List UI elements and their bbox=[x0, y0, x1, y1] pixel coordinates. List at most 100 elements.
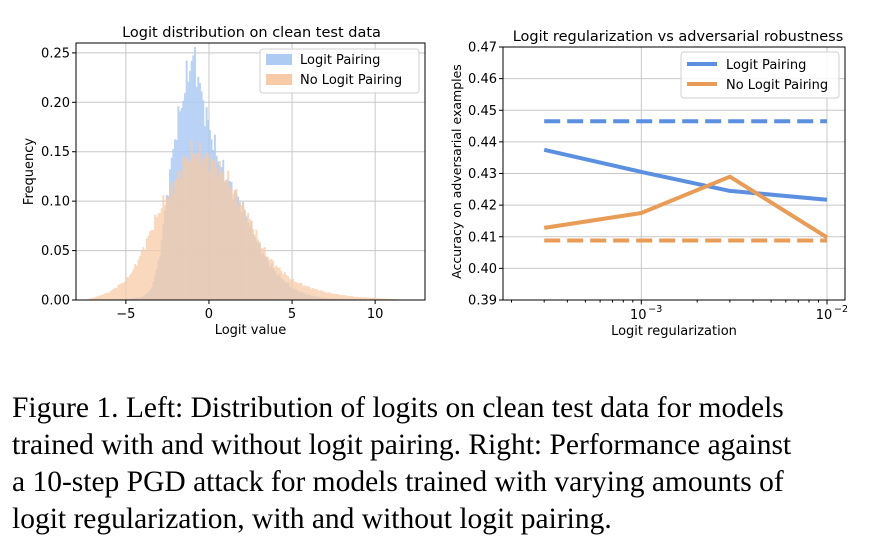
histogram-bar bbox=[132, 269, 135, 300]
histogram-bar bbox=[145, 238, 148, 300]
y-tick-label: 0.20 bbox=[41, 96, 70, 111]
histogram-bar bbox=[320, 290, 323, 300]
histogram-bar bbox=[187, 161, 190, 300]
histogram-bar bbox=[350, 296, 353, 300]
y-tick-label: 0.05 bbox=[41, 244, 70, 259]
histogram-bar bbox=[142, 247, 145, 300]
histogram-bar bbox=[285, 274, 288, 300]
figure-canvas: 0.00 0.05 0.10 0.15 0.20 0.25 −5 0 5 10 Logit dist… bbox=[22, 25, 848, 339]
histogram-bar bbox=[297, 283, 299, 300]
histogram-bar bbox=[149, 231, 152, 300]
legend-label: Logit Pairing bbox=[726, 58, 806, 73]
histogram-bar bbox=[308, 287, 311, 300]
histogram-bar bbox=[277, 267, 280, 300]
histogram-bar bbox=[353, 296, 356, 300]
histogram-bar bbox=[336, 294, 339, 300]
x-tick-label: 10 bbox=[816, 308, 833, 323]
y-axis-label: Accuracy on adversarial examples bbox=[449, 64, 464, 279]
histogram-bar bbox=[170, 182, 173, 300]
histogram-bar bbox=[316, 290, 319, 300]
histogram-bar bbox=[200, 163, 203, 300]
histogram-bar bbox=[205, 152, 208, 300]
x-tick-exponent: −2 bbox=[834, 304, 848, 315]
histogram-bar bbox=[225, 181, 228, 300]
histogram-bar bbox=[140, 250, 143, 300]
histogram-bar bbox=[119, 284, 122, 300]
histogram-bar bbox=[192, 154, 195, 300]
y-tick-label: 0.39 bbox=[468, 294, 497, 309]
histogram-bar bbox=[287, 275, 290, 300]
histogram-bar bbox=[268, 259, 271, 300]
histogram-bar bbox=[292, 278, 295, 300]
histogram-bar bbox=[207, 153, 210, 300]
histogram-bar bbox=[189, 161, 191, 300]
histogram-bar bbox=[112, 288, 115, 300]
histogram-bar bbox=[262, 248, 265, 300]
histogram-bar bbox=[341, 295, 344, 300]
histogram-bar bbox=[245, 220, 248, 300]
histogram-bar bbox=[135, 265, 138, 300]
histogram-bar bbox=[263, 247, 266, 300]
histogram-bar bbox=[293, 281, 296, 300]
y-tick-label: 0.42 bbox=[468, 199, 497, 214]
histogram-bar bbox=[358, 297, 361, 300]
histogram-bar bbox=[94, 297, 97, 300]
histogram-bar bbox=[360, 297, 363, 300]
legend-box bbox=[680, 51, 840, 99]
histogram-bar bbox=[107, 293, 110, 300]
y-tick-label: 0.46 bbox=[468, 72, 497, 87]
histogram-bar bbox=[280, 270, 283, 300]
histogram-bar bbox=[150, 230, 153, 300]
legend-label: No Logit Pairing bbox=[726, 78, 828, 93]
y-axis-label: Frequency bbox=[22, 138, 37, 205]
histogram-bar bbox=[272, 260, 275, 300]
histogram-bar bbox=[175, 178, 178, 300]
histogram-bar bbox=[202, 156, 205, 300]
histogram-bar bbox=[102, 294, 105, 300]
histogram-bar bbox=[355, 296, 358, 300]
histogram-bar bbox=[247, 213, 250, 300]
histogram-bar bbox=[363, 297, 366, 300]
histogram-bar bbox=[193, 153, 196, 300]
histogram-bar bbox=[182, 156, 185, 300]
histogram-bar bbox=[155, 217, 158, 300]
histogram-bar bbox=[232, 193, 235, 300]
histogram-bar bbox=[278, 267, 281, 300]
histogram-bar bbox=[160, 208, 163, 300]
histogram-bar bbox=[257, 239, 260, 300]
histogram-bar bbox=[218, 160, 221, 300]
histogram-bar bbox=[328, 292, 331, 300]
histogram-bar bbox=[159, 212, 162, 300]
histogram-bar bbox=[310, 288, 313, 300]
histogram-bar bbox=[213, 159, 216, 300]
histogram-bar bbox=[222, 172, 225, 300]
histogram-bar bbox=[154, 214, 157, 300]
series-line-0 bbox=[543, 147, 828, 202]
histogram-bar bbox=[95, 296, 98, 300]
histogram-bar bbox=[300, 282, 303, 300]
histogram-bar bbox=[195, 158, 198, 300]
histogram-bar bbox=[348, 295, 351, 300]
y-tick-label: 0.15 bbox=[41, 145, 70, 160]
histogram-bar bbox=[169, 188, 172, 300]
histogram-bar bbox=[124, 281, 127, 300]
histogram-bar bbox=[117, 284, 120, 300]
histogram-bar bbox=[288, 279, 291, 300]
histogram-bar bbox=[351, 296, 354, 300]
y-tick-label: 0.25 bbox=[41, 46, 70, 61]
histogram-bar bbox=[318, 290, 321, 300]
histogram-bar bbox=[190, 140, 193, 300]
histogram-bar bbox=[368, 297, 371, 300]
histogram-bar bbox=[210, 158, 213, 300]
histogram-bar bbox=[345, 295, 348, 300]
x-axis-label: Logit regularization bbox=[611, 324, 737, 339]
histogram-bar bbox=[366, 297, 369, 300]
histogram-bar bbox=[233, 190, 236, 300]
histogram-bar bbox=[373, 297, 376, 300]
y-tick-label: 0.43 bbox=[468, 167, 497, 182]
histogram-bar bbox=[220, 171, 223, 300]
histogram-bar bbox=[185, 156, 188, 300]
histogram-bar bbox=[340, 294, 343, 300]
histogram-bar bbox=[134, 264, 137, 300]
histogram-bar bbox=[165, 199, 168, 300]
